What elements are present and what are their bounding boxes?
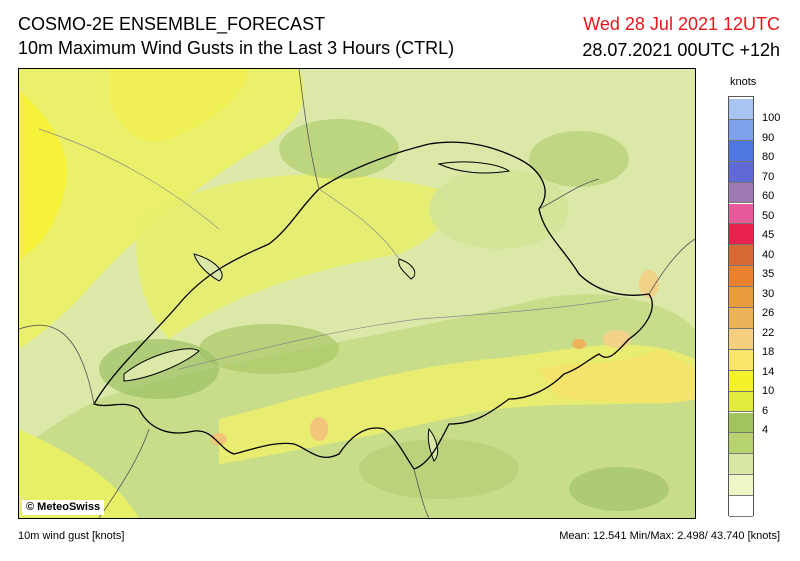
legend-swatch — [729, 475, 753, 497]
legend-swatch — [729, 245, 753, 267]
legend-tick-label: 14 — [762, 365, 775, 378]
legend-tick-label: 4 — [762, 424, 769, 436]
legend-swatch — [729, 224, 753, 246]
legend-swatch — [729, 161, 753, 183]
legend-swatch — [729, 119, 753, 141]
legend-tick-label: 26 — [762, 307, 775, 319]
legend-swatch — [729, 496, 753, 517]
map-subtitle: 10m Maximum Wind Gusts in the Last 3 Hou… — [18, 38, 455, 58]
footer-variable-label: 10m wind gust [knots] — [18, 530, 125, 542]
legend-tick-label: 90 — [762, 131, 775, 144]
map-title: COSMO-2E ENSEMBLE_FORECAST — [18, 14, 326, 34]
legend-tick-label: 6 — [762, 404, 769, 417]
legend-swatch — [729, 140, 753, 162]
legend-tick-label: 18 — [762, 346, 775, 358]
legend-unit-label: knots — [730, 76, 757, 88]
legend-tick-label: 30 — [762, 287, 775, 300]
run-info: 28.07.2021 00UTC +12h — [582, 40, 780, 60]
legend-tick-label: 22 — [762, 326, 775, 339]
legend-swatch — [729, 266, 753, 288]
legend-tick-label: 60 — [762, 190, 775, 202]
legend-tick-label: 45 — [762, 229, 775, 241]
legend-swatch — [729, 391, 753, 413]
legend-swatch — [729, 454, 753, 476]
legend-swatch — [729, 370, 753, 392]
wind-gust-map[interactable]: © MeteoSwiss — [18, 68, 696, 519]
legend-swatch — [729, 287, 753, 308]
map-canvas — [19, 69, 695, 518]
legend-tick-label: 100 — [762, 112, 781, 124]
legend-tick-label: 70 — [762, 170, 775, 183]
legend-swatch — [729, 182, 753, 204]
legend-swatch — [729, 349, 753, 371]
valid-time: Wed 28 Jul 2021 12UTC — [583, 14, 780, 34]
legend-tick-label: 40 — [762, 248, 775, 261]
legend-swatch — [729, 433, 753, 455]
legend-tick-label: 50 — [762, 209, 775, 222]
legend-tick-label: 35 — [762, 268, 775, 280]
legend-swatch — [729, 308, 753, 329]
legend-swatch — [729, 99, 753, 120]
legend-swatch — [729, 203, 753, 225]
legend-swatch — [729, 412, 753, 434]
legend-tick-label: 10 — [762, 385, 775, 397]
legend-swatch — [729, 328, 753, 350]
color-legend — [728, 96, 754, 517]
footer-statistics: Mean: 12.541 Min/Max: 2.498/ 43.740 [kno… — [559, 530, 780, 542]
legend-tick-label: 80 — [762, 151, 775, 163]
meteoswiss-copyright: © MeteoSwiss — [22, 500, 105, 515]
copyright-text: © MeteoSwiss — [26, 501, 101, 513]
